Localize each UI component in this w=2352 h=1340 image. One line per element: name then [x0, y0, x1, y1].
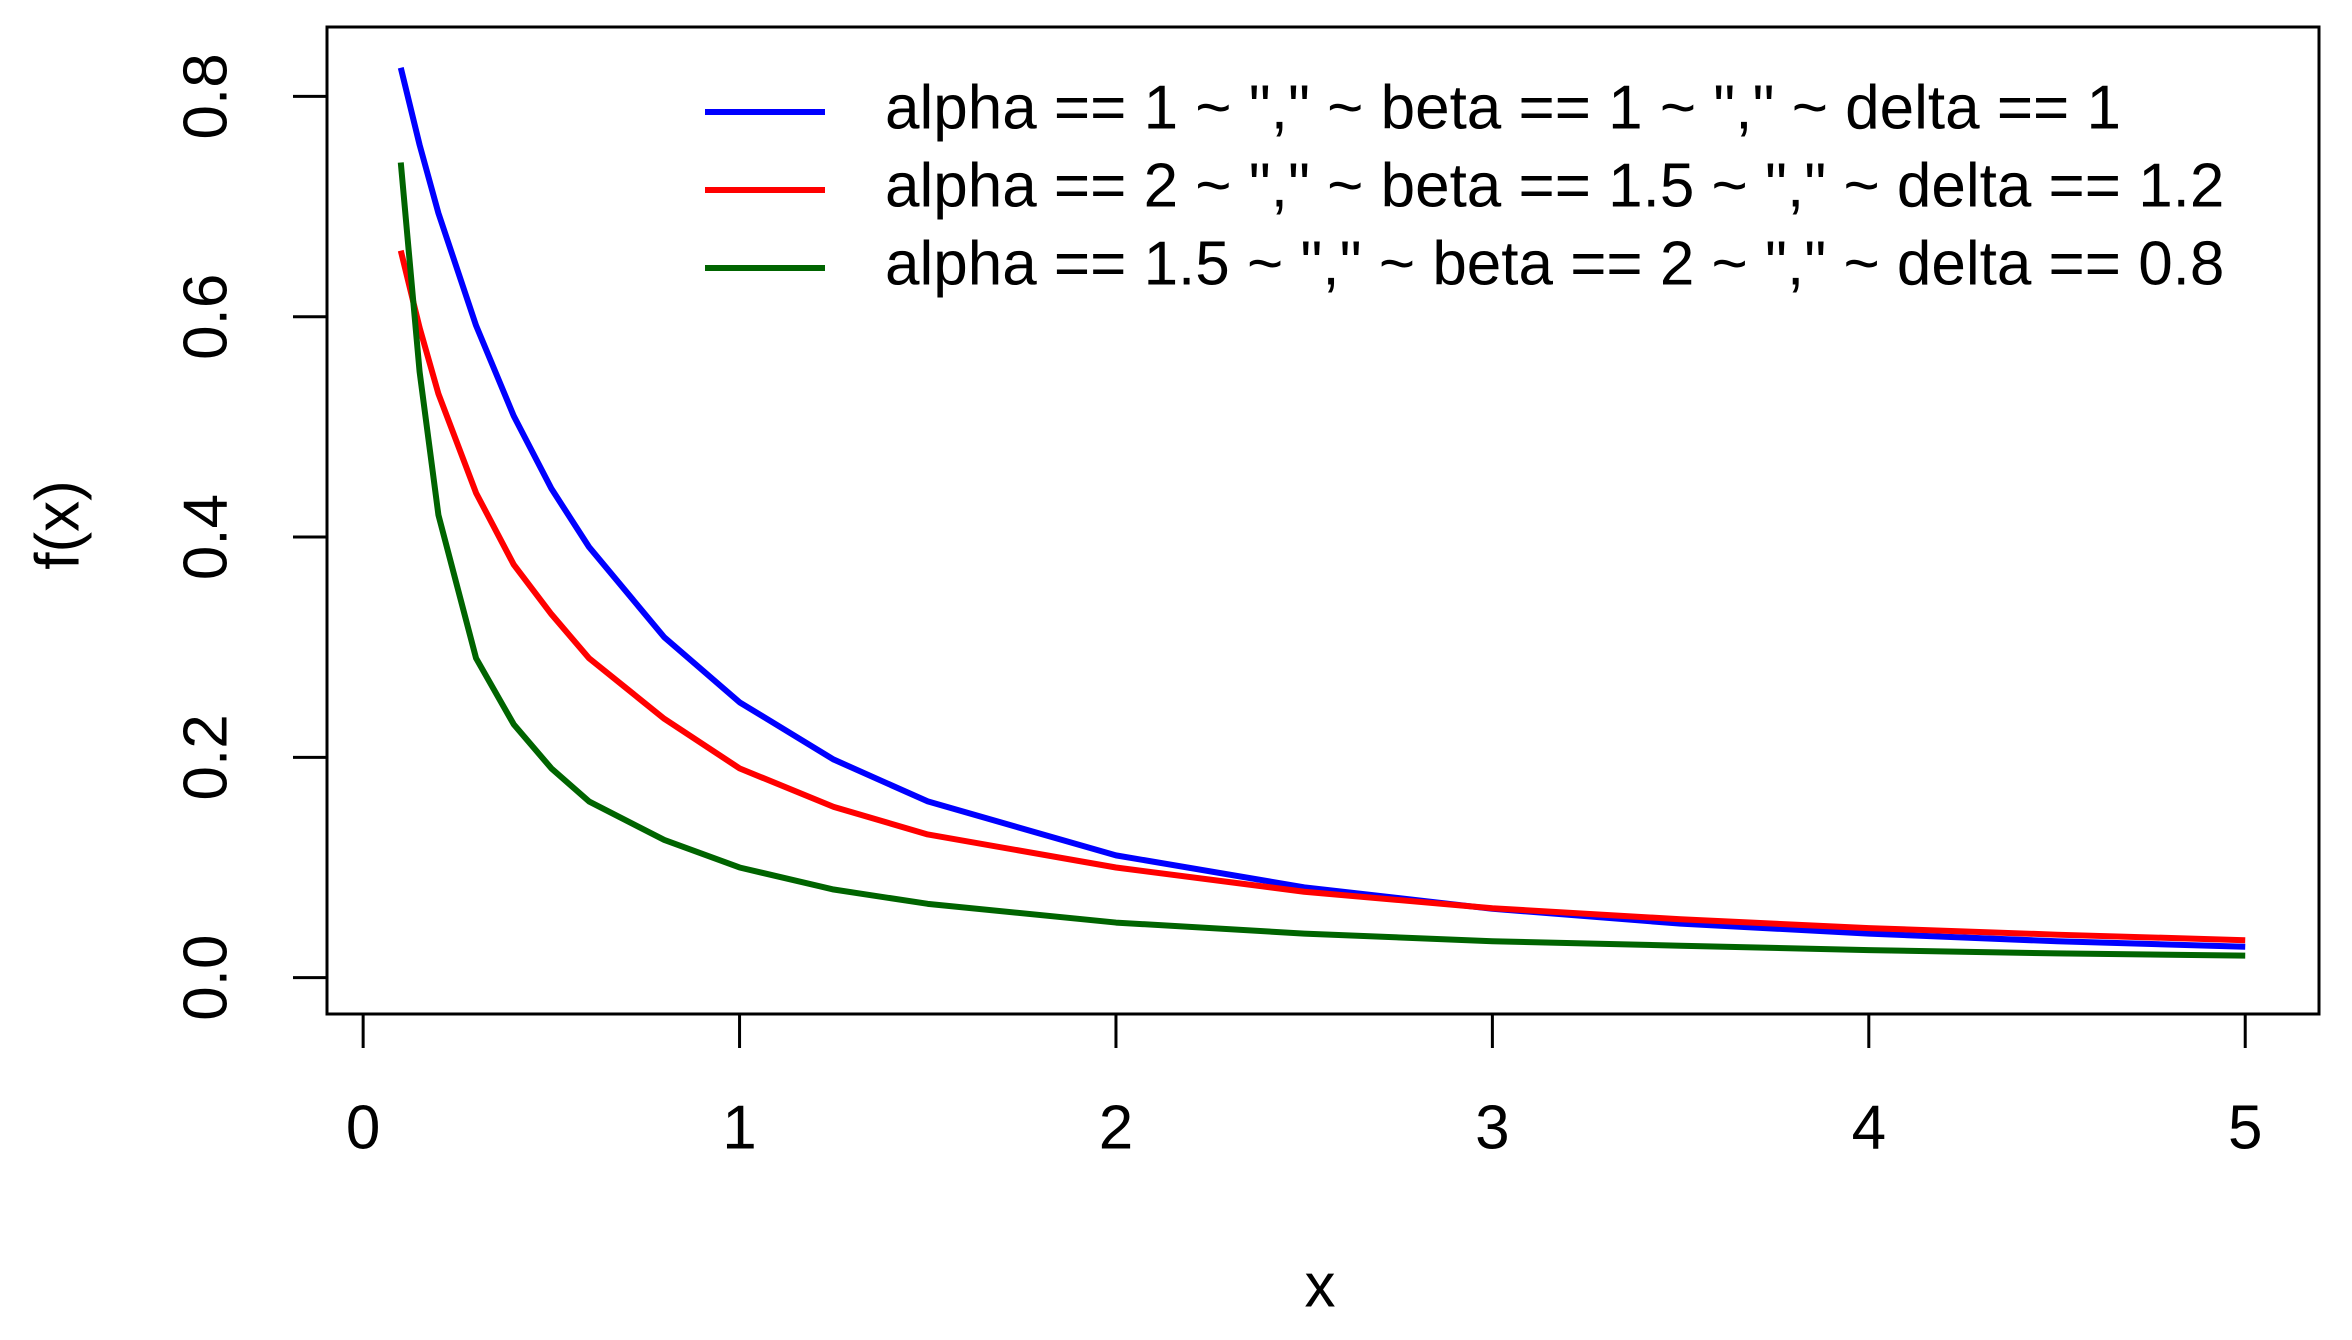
legend-label: alpha == 2 ~ "," ~ beta == 1.5 ~ "," ~ d… [885, 151, 2224, 220]
y-tick-label: 0.8 [171, 53, 240, 139]
y-axis-label: f(x) [23, 480, 92, 570]
x-tick-label: 2 [1099, 1093, 1133, 1162]
series-line [397, 162, 2246, 959]
y-tick-label: 0.6 [171, 274, 240, 360]
legend-label: alpha == 1 ~ "," ~ beta == 1 ~ "," ~ del… [885, 73, 2121, 142]
legend-label: alpha == 1.5 ~ "," ~ beta == 2 ~ "," ~ d… [885, 229, 2224, 298]
y-tick-label: 0.2 [171, 714, 240, 800]
series-line [397, 67, 2246, 950]
x-tick-label: 5 [2228, 1093, 2262, 1162]
x-axis-label: x [1305, 1251, 1336, 1320]
x-tick-label: 3 [1475, 1093, 1509, 1162]
x-tick-label: 1 [722, 1093, 756, 1162]
y-tick-label: 0.4 [171, 494, 240, 580]
x-tick-label: 4 [1852, 1093, 1886, 1162]
series-line [397, 249, 2246, 944]
y-tick-label: 0.0 [171, 935, 240, 1021]
x-tick-label: 0 [346, 1093, 380, 1162]
